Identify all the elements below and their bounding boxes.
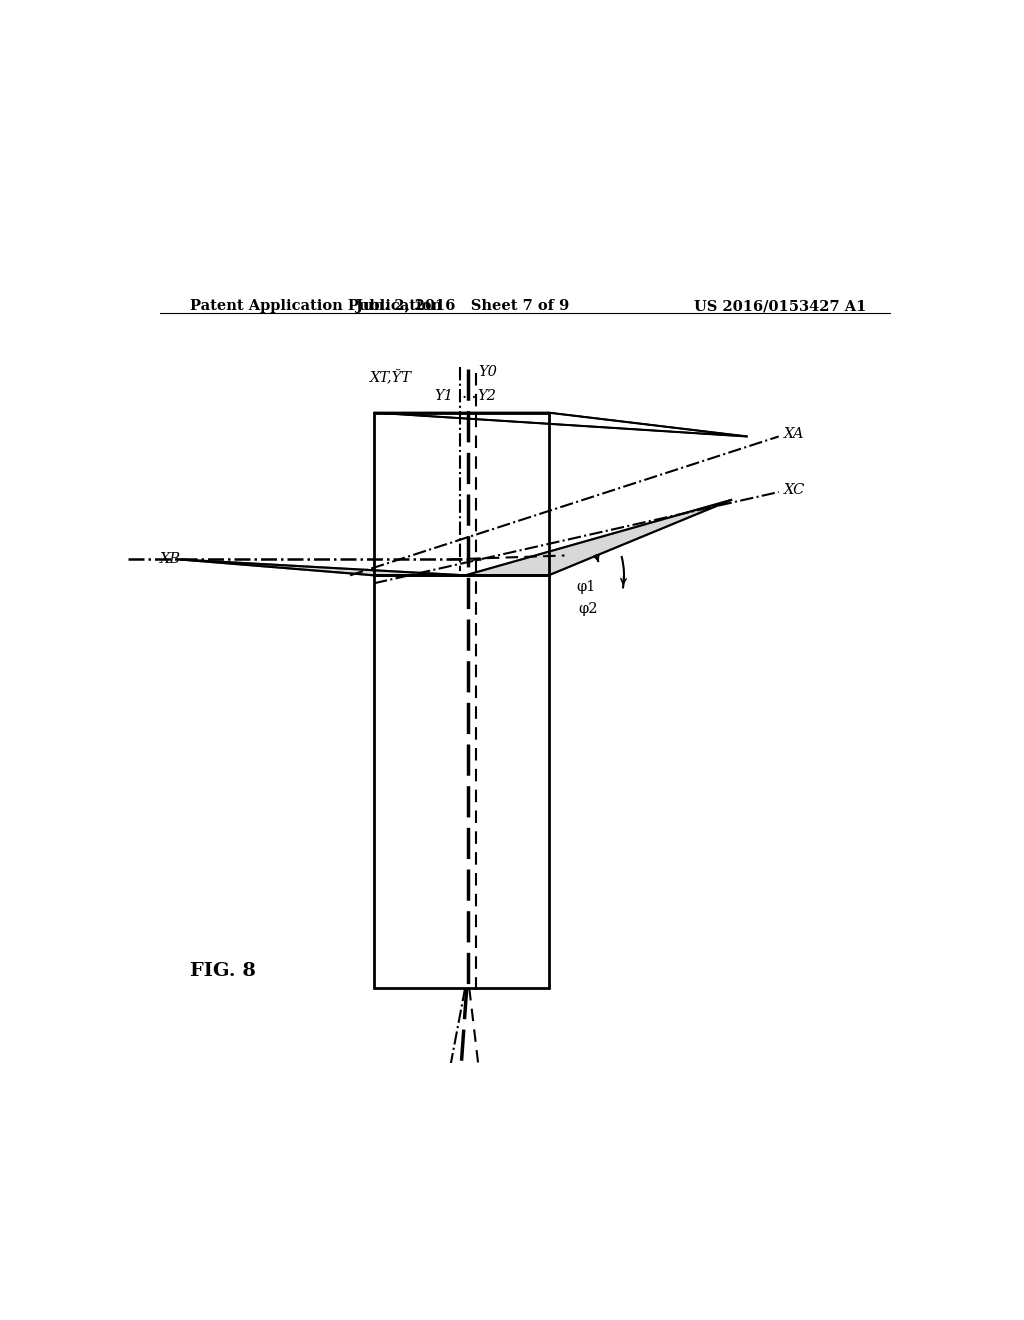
Text: Jun. 2, 2016   Sheet 7 of 9: Jun. 2, 2016 Sheet 7 of 9 [356, 300, 569, 313]
Polygon shape [465, 500, 731, 576]
Text: XC: XC [783, 483, 805, 496]
Text: XA: XA [783, 428, 804, 441]
Text: φ2: φ2 [578, 602, 597, 616]
Text: US 2016/0153427 A1: US 2016/0153427 A1 [693, 300, 866, 313]
Text: XT,ȲT: XT,ȲT [370, 371, 412, 385]
Text: Y2: Y2 [477, 389, 496, 403]
Text: XB: XB [160, 552, 181, 566]
Text: FIG. 8: FIG. 8 [189, 962, 256, 979]
Text: Patent Application Publication: Patent Application Publication [189, 300, 442, 313]
Text: Y0: Y0 [479, 366, 498, 379]
Text: Y1: Y1 [434, 389, 454, 403]
Text: φ1: φ1 [577, 581, 596, 594]
Polygon shape [179, 560, 465, 576]
Polygon shape [465, 494, 748, 576]
Text: ···: ··· [462, 391, 477, 407]
